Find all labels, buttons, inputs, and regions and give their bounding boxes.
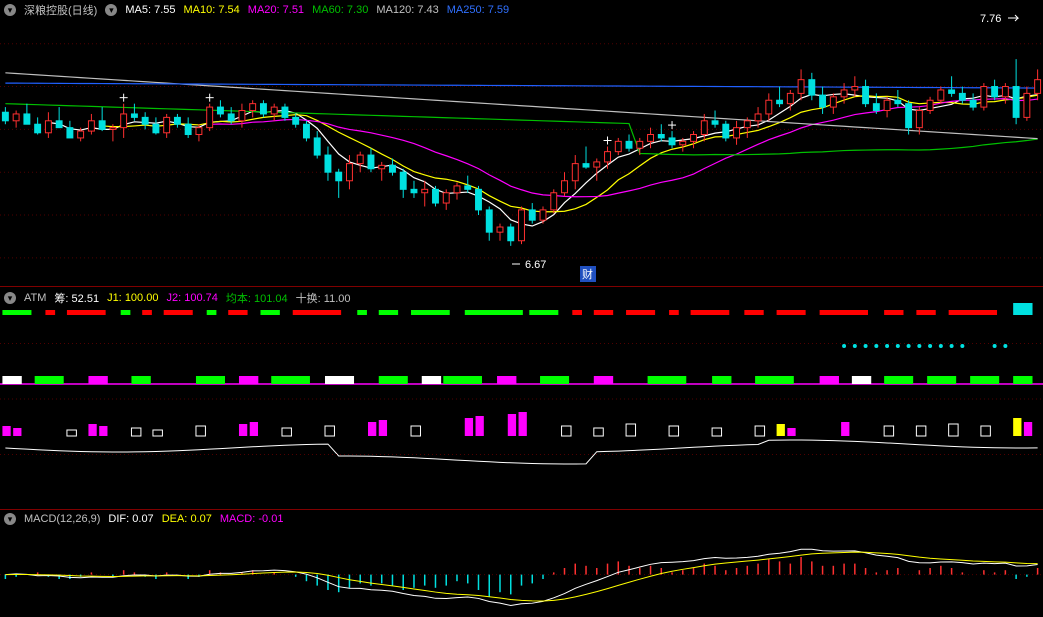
atm-header: ▾ ATM 筹: 52.51 J1: 100.00 J2: 100.74 均本:… [4,290,351,306]
macd-chart[interactable] [0,511,1043,617]
atm-junben: 均本: 101.04 [226,290,288,306]
ma120-label: MA120: 7.43 [376,4,438,16]
price-chart[interactable]: 7.76 6.67 财 [0,0,1043,287]
svg-text:6.67: 6.67 [525,259,546,271]
ma-toggle-icon[interactable]: ▾ [105,4,117,16]
svg-text:财: 财 [582,267,593,281]
atm-j1: J1: 100.00 [107,292,158,304]
macd-header: ▾ MACD(12,26,9) DIF: 0.07 DEA: 0.07 MACD… [4,513,283,525]
ma10-label: MA10: 7.54 [184,4,240,16]
macd-val: MACD: -0.01 [220,513,284,525]
atm-j2: J2: 100.74 [166,292,217,304]
macd-collapse-icon[interactable]: ▾ [4,513,16,525]
macd-title: MACD(12,26,9) [24,513,100,525]
price-header: ▾ 深粮控股(日线) ▾ MA5: 7.55 MA10: 7.54 MA20: … [4,2,509,18]
atm-title: ATM [24,292,46,304]
atm-panel[interactable]: ▾ ATM 筹: 52.51 J1: 100.00 J2: 100.74 均本:… [0,288,1043,510]
macd-panel[interactable]: ▾ MACD(12,26,9) DIF: 0.07 DEA: 0.07 MACD… [0,511,1043,617]
macd-dif: DIF: 0.07 [108,513,153,525]
ma20-label: MA20: 7.51 [248,4,304,16]
atm-chou: 筹: 52.51 [54,290,99,306]
price-panel[interactable]: ▾ 深粮控股(日线) ▾ MA5: 7.55 MA10: 7.54 MA20: … [0,0,1043,287]
ma5-label: MA5: 7.55 [125,4,175,16]
atm-chart[interactable] [0,288,1043,510]
ma60-label: MA60: 7.30 [312,4,368,16]
atm-shihuan: 十换: 11.00 [296,290,351,306]
svg-text:7.76: 7.76 [980,13,1001,25]
ma250-label: MA250: 7.59 [447,4,509,16]
stock-name: 深粮控股(日线) [24,2,97,18]
collapse-icon[interactable]: ▾ [4,4,16,16]
macd-dea: DEA: 0.07 [162,513,212,525]
atm-collapse-icon[interactable]: ▾ [4,292,16,304]
